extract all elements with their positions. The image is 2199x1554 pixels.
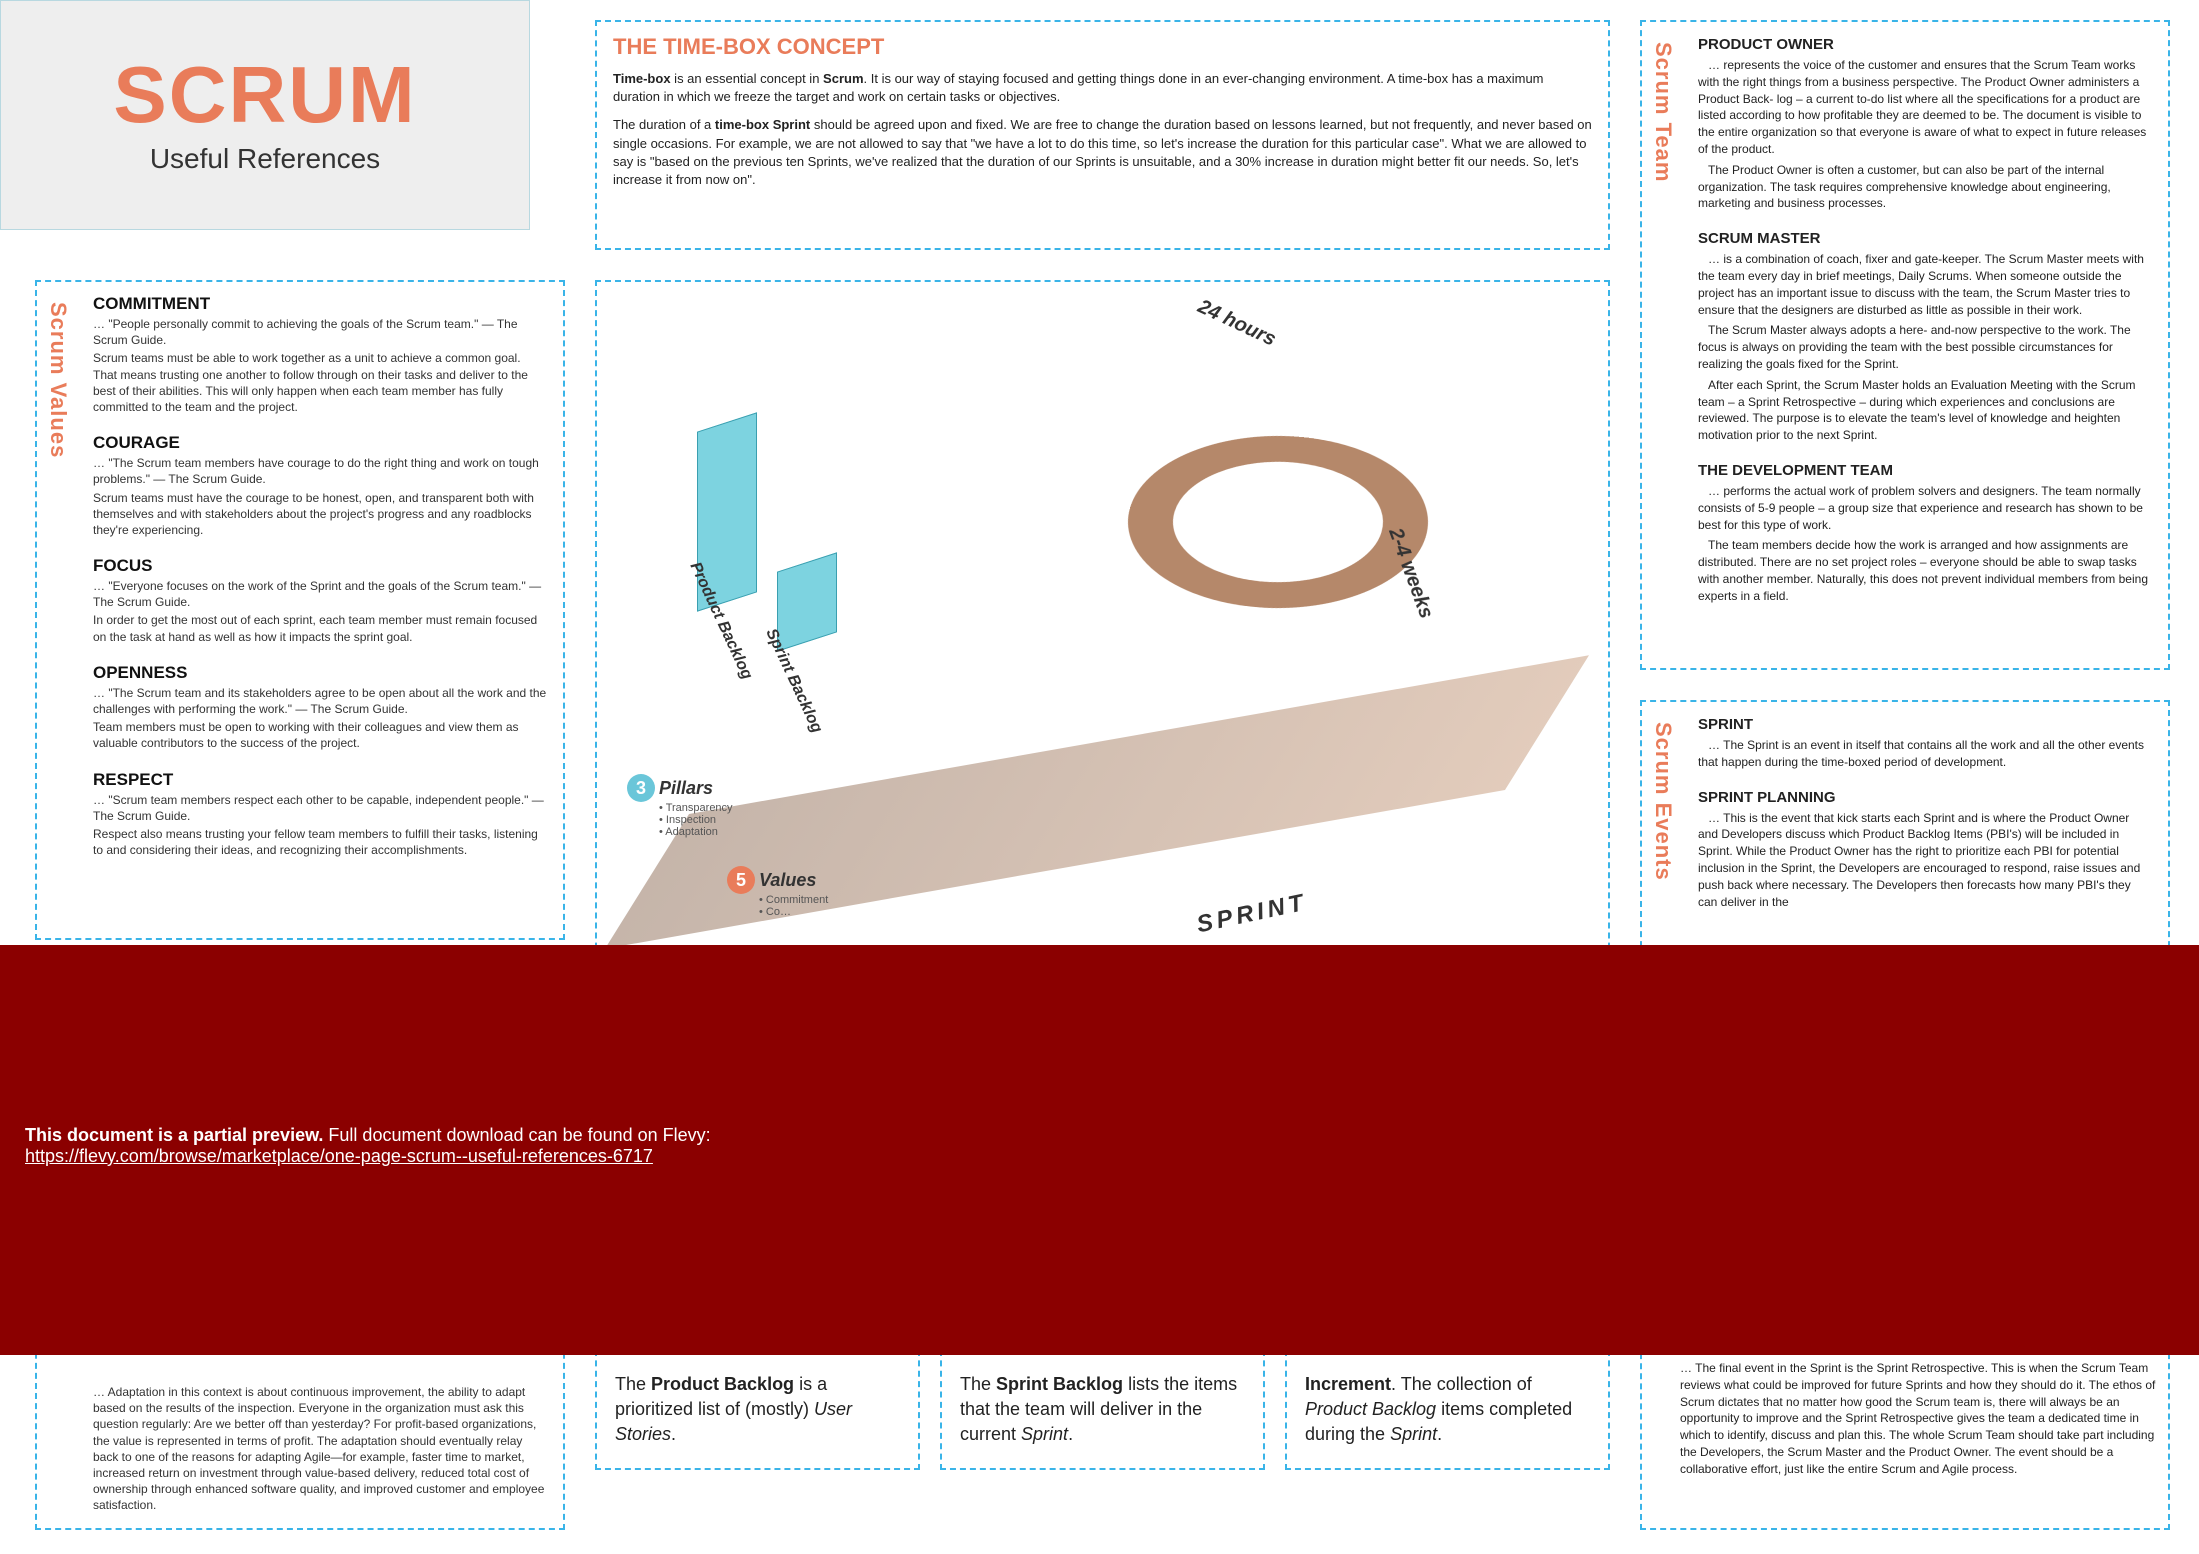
role-dev-team: THE DEVELOPMENT TEAM… performs the actua… (1698, 460, 2152, 605)
artifact-row: The Product Backlog is a prioritized lis… (595, 1350, 1610, 1470)
label-sprint: SPRINT (1194, 889, 1309, 940)
events-tab-label: Scrum Events (1650, 722, 1676, 881)
title-card: SCRUM Useful References (0, 0, 530, 230)
label-24-hours: 24 hours (1194, 295, 1279, 351)
timebox-p2: The duration of a time-box Sprint should… (613, 116, 1592, 189)
value-commitment: COMMITMENT… "People personally commit to… (93, 294, 547, 415)
artifact-increment: Increment. The collection of Product Bac… (1285, 1350, 1610, 1470)
value-openness: OPENNESS… "The Scrum team and its stakeh… (93, 663, 547, 752)
scrum-team-section: Scrum Team PRODUCT OWNER… represents the… (1640, 20, 2170, 670)
preview-link[interactable]: https://flevy.com/browse/marketplace/one… (25, 1146, 653, 1166)
team-tab-label: Scrum Team (1650, 42, 1676, 182)
event-retrospective-text: … The final event in the Sprint is the S… (1680, 1360, 2170, 1478)
main-title: SCRUM (1, 55, 529, 135)
subtitle: Useful References (1, 143, 529, 175)
value-focus: FOCUS… "Everyone focuses on the work of … (93, 556, 547, 645)
artifact-sprint-backlog: The Sprint Backlog lists the items that … (940, 1350, 1265, 1470)
values-list: COMMITMENT… "People personally commit to… (93, 294, 547, 858)
label-pillars: 3Pillars• Transparency • Inspection • Ad… (627, 774, 733, 838)
event-sprint: SPRINT… The Sprint is an event in itself… (1698, 714, 2152, 771)
adaptation-text: … Adaptation in this context is about co… (93, 1384, 547, 1514)
value-courage: COURAGE… "The Scrum team members have co… (93, 433, 547, 538)
timebox-section: THE TIME-BOX CONCEPT Time-box is an esse… (595, 20, 1610, 250)
timebox-p1: Time-box is an essential concept in Scru… (613, 70, 1592, 106)
value-respect: RESPECT… "Scrum team members respect eac… (93, 770, 547, 859)
role-product-owner: PRODUCT OWNER… represents the voice of t… (1698, 34, 2152, 212)
preview-banner: This document is a partial preview. Full… (0, 945, 2199, 1355)
role-scrum-master: SCRUM MASTER… is a combination of coach,… (1698, 228, 2152, 444)
event-sprint-planning: SPRINT PLANNING… This is the event that … (1698, 787, 2152, 911)
timebox-heading: THE TIME-BOX CONCEPT (613, 34, 1592, 60)
label-values: 5Values• Commitment • Co… (727, 866, 828, 918)
artifact-product-backlog: The Product Backlog is a prioritized lis… (595, 1350, 920, 1470)
values-tab-label: Scrum Values (45, 302, 71, 458)
sprint-loop-icon (1104, 422, 1452, 621)
scrum-values-section: Scrum Values COMMITMENT… "People persona… (35, 280, 565, 940)
sprint-backlog-stack (777, 552, 837, 651)
preview-text: This document is a partial preview. Full… (25, 1125, 2174, 1146)
